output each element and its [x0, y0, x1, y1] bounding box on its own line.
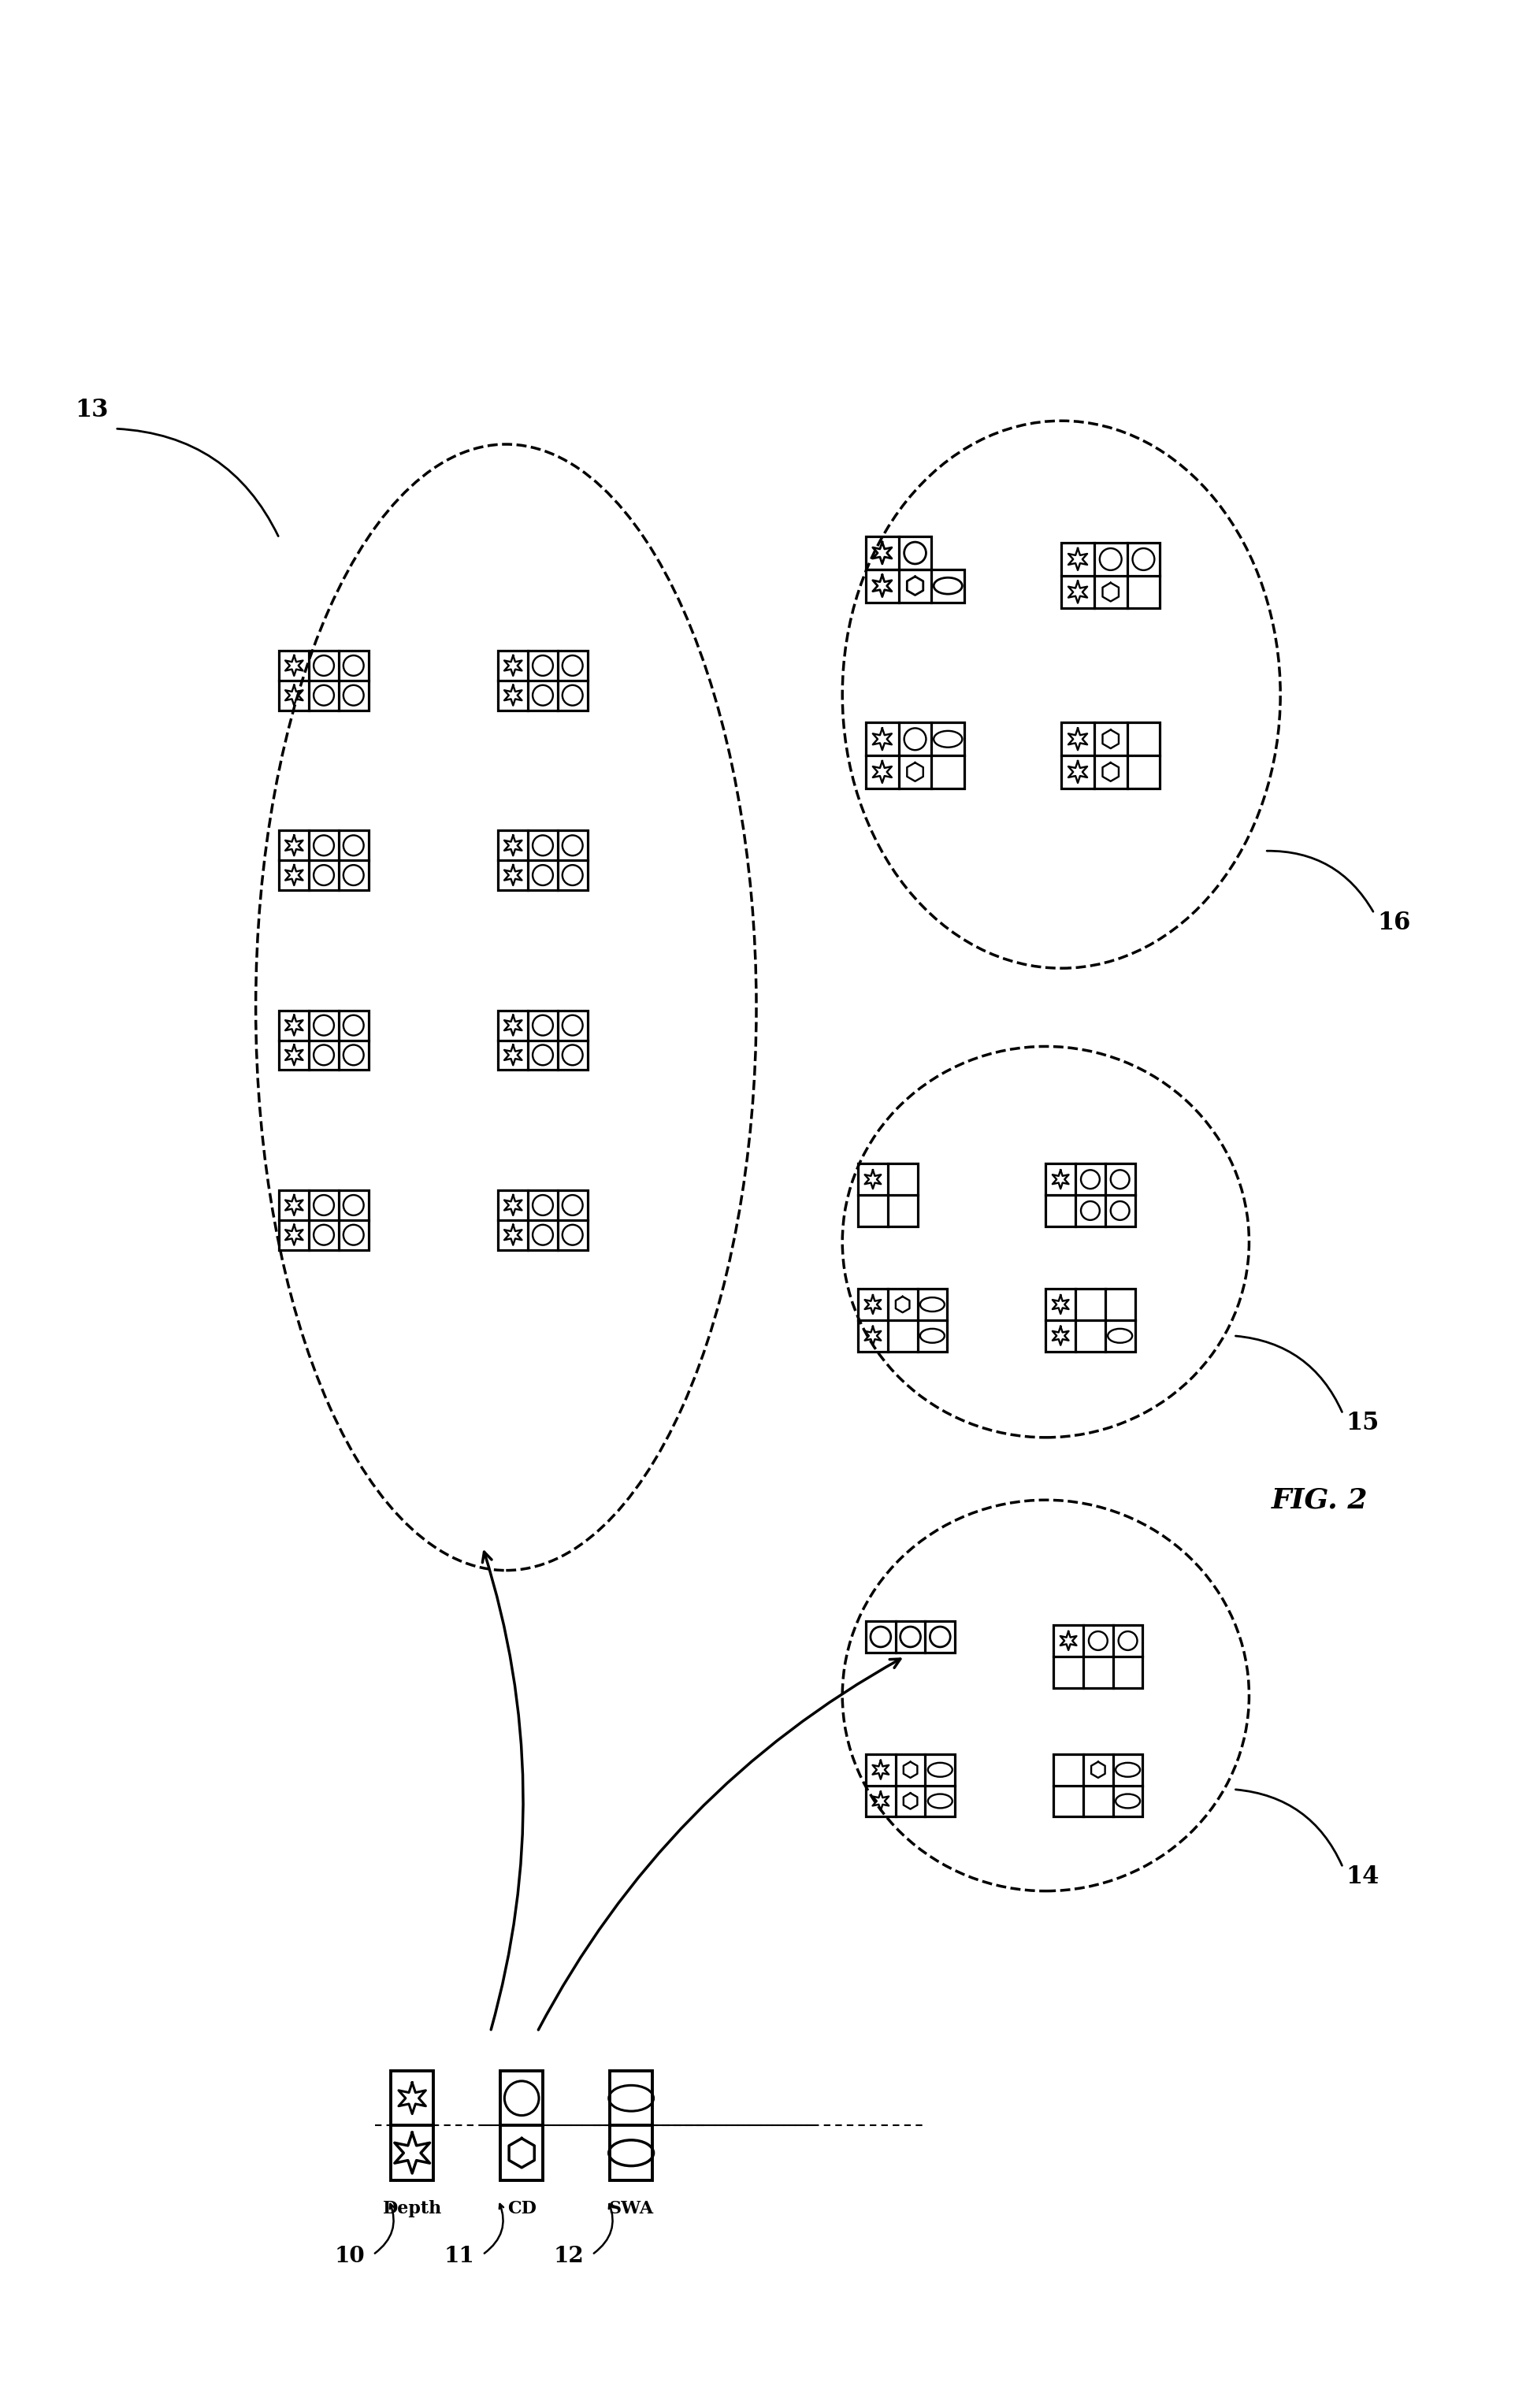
Text: 12: 12: [553, 2247, 583, 2268]
Bar: [867, 1621, 954, 1652]
Bar: [1062, 542, 1160, 609]
Bar: [498, 650, 588, 710]
Bar: [279, 1011, 368, 1069]
Text: 11: 11: [444, 2247, 474, 2268]
Text: 16: 16: [1377, 910, 1410, 934]
Bar: [609, 2071, 653, 2179]
Bar: [857, 1288, 947, 1351]
Text: 15: 15: [1345, 1411, 1379, 1435]
Bar: [391, 2071, 433, 2179]
Text: FIG. 2: FIG. 2: [1271, 1486, 1368, 1512]
Bar: [1045, 1163, 1135, 1226]
Text: Depth: Depth: [383, 2201, 442, 2218]
Text: 10: 10: [335, 2247, 365, 2268]
Bar: [498, 1190, 588, 1250]
Bar: [1062, 722, 1160, 787]
Text: 13: 13: [74, 397, 108, 421]
Bar: [279, 1190, 368, 1250]
Bar: [857, 1163, 918, 1226]
Bar: [279, 650, 368, 710]
Bar: [867, 1753, 954, 1816]
Text: SWA: SWA: [609, 2201, 653, 2218]
Bar: [279, 831, 368, 891]
Bar: [1045, 1288, 1135, 1351]
Bar: [500, 2071, 544, 2179]
Bar: [1053, 1625, 1142, 1688]
Bar: [498, 831, 588, 891]
Text: 14: 14: [1345, 1864, 1379, 1888]
Bar: [1053, 1753, 1142, 1816]
Bar: [867, 537, 932, 568]
Bar: [867, 568, 965, 602]
Text: CD: CD: [508, 2201, 536, 2218]
Bar: [867, 722, 965, 787]
Bar: [498, 1011, 588, 1069]
